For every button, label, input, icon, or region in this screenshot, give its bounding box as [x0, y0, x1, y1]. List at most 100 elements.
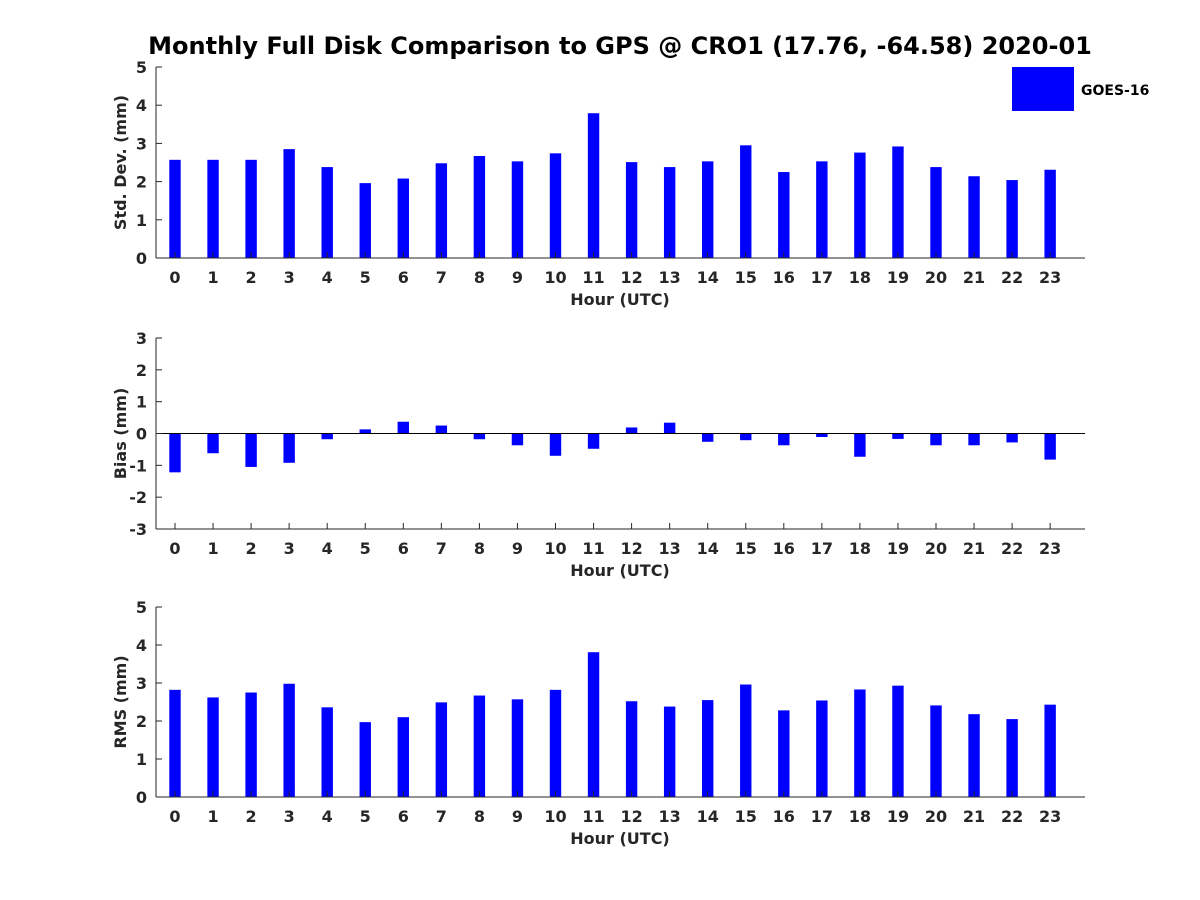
y-tick-label: 3 — [136, 134, 147, 153]
y-axis-label: Bias (mm) — [111, 388, 130, 480]
bar-hour-7 — [435, 702, 448, 797]
x-tick-label: 17 — [811, 539, 833, 558]
x-tick-label: 22 — [1001, 807, 1023, 826]
x-tick-label: 1 — [207, 807, 218, 826]
x-tick-label: 16 — [773, 539, 795, 558]
x-tick-label: 11 — [582, 268, 604, 287]
bar-hour-14 — [702, 161, 714, 258]
bar-hour-2 — [245, 159, 257, 258]
x-tick-label: 1 — [207, 539, 218, 558]
x-tick-label: 2 — [246, 268, 257, 287]
bar-hour-2 — [245, 692, 257, 797]
y-tick-label: 4 — [136, 636, 147, 655]
bar-hour-15 — [740, 145, 752, 258]
bar-hour-19 — [892, 146, 904, 258]
x-tick-label: 11 — [582, 539, 604, 558]
bar-hour-21 — [968, 714, 980, 797]
x-tick-label: 20 — [925, 268, 947, 287]
x-tick-label: 3 — [284, 268, 295, 287]
legend-label: GOES-16 — [1081, 83, 1149, 99]
bar-hour-18 — [854, 152, 866, 258]
bar-hour-13 — [663, 422, 676, 434]
x-tick-label: 5 — [360, 807, 371, 826]
bar-hour-4 — [321, 707, 333, 797]
bar-hour-8 — [473, 156, 486, 258]
bar-hour-12 — [625, 427, 638, 434]
bar-hour-8 — [473, 433, 486, 440]
bar-hour-13 — [663, 167, 676, 258]
x-tick-label: 6 — [398, 268, 409, 287]
bar-hour-1 — [207, 433, 219, 454]
y-tick-label: -1 — [129, 456, 147, 475]
x-tick-label: 21 — [963, 539, 985, 558]
x-tick-label: 1 — [207, 268, 218, 287]
y-tick-label: 5 — [136, 598, 147, 617]
x-tick-label: 22 — [1001, 268, 1023, 287]
x-tick-label: 21 — [963, 807, 985, 826]
y-tick-label: 2 — [136, 712, 147, 731]
bar-hour-6 — [397, 178, 409, 258]
bar-hour-17 — [816, 433, 828, 438]
legend-swatch — [1012, 67, 1074, 111]
bar-hour-15 — [740, 684, 752, 797]
x-tick-label: 10 — [544, 268, 566, 287]
bar-hour-0 — [169, 159, 181, 258]
x-axis-label: Hour (UTC) — [570, 829, 670, 848]
x-tick-label: 15 — [735, 807, 757, 826]
x-tick-label: 12 — [620, 807, 642, 826]
bar-hour-21 — [968, 433, 980, 446]
bar-hour-6 — [397, 717, 409, 797]
x-tick-label: 4 — [322, 807, 333, 826]
bar-hour-3 — [283, 433, 295, 463]
bar-hour-20 — [930, 705, 942, 797]
x-tick-label: 22 — [1001, 539, 1023, 558]
bar-hour-9 — [511, 433, 524, 446]
x-tick-label: 17 — [811, 807, 833, 826]
x-tick-label: 8 — [474, 539, 485, 558]
y-tick-label: 0 — [136, 788, 147, 807]
x-tick-label: 17 — [811, 268, 833, 287]
x-tick-label: 19 — [887, 807, 909, 826]
bar-hour-19 — [892, 685, 904, 797]
x-tick-label: 14 — [697, 268, 719, 287]
bar-hour-19 — [892, 433, 904, 439]
bar-hour-22 — [1006, 180, 1018, 258]
bar-hour-23 — [1044, 704, 1056, 797]
x-tick-label: 8 — [474, 807, 485, 826]
bar-hour-4 — [321, 167, 333, 258]
x-tick-label: 7 — [436, 268, 447, 287]
bar-hour-5 — [359, 429, 371, 434]
x-tick-label: 7 — [436, 539, 447, 558]
bar-hour-12 — [625, 162, 638, 258]
x-tick-label: 16 — [773, 268, 795, 287]
x-tick-label: 23 — [1039, 807, 1061, 826]
bar-hour-12 — [625, 701, 638, 797]
x-tick-label: 7 — [436, 807, 447, 826]
bar-hour-10 — [549, 689, 562, 797]
y-tick-label: 4 — [136, 96, 147, 115]
x-tick-label: 5 — [360, 539, 371, 558]
x-tick-label: 13 — [659, 539, 681, 558]
bar-hour-0 — [169, 689, 181, 797]
bar-hour-20 — [930, 433, 942, 446]
x-tick-label: 23 — [1039, 539, 1061, 558]
x-tick-label: 15 — [735, 539, 757, 558]
x-tick-label: 6 — [398, 807, 409, 826]
x-tick-label: 14 — [697, 539, 719, 558]
bar-hour-14 — [702, 433, 714, 442]
bar-hour-16 — [778, 433, 790, 446]
bar-hour-8 — [473, 695, 486, 797]
x-tick-label: 11 — [582, 807, 604, 826]
bar-hour-0 — [169, 433, 181, 473]
bar-hour-5 — [359, 183, 371, 258]
bar-hour-2 — [245, 433, 257, 467]
y-axis-label: RMS (mm) — [111, 655, 130, 748]
x-tick-label: 23 — [1039, 268, 1061, 287]
bar-hour-16 — [778, 172, 790, 258]
bar-hour-21 — [968, 176, 980, 258]
x-tick-label: 6 — [398, 539, 409, 558]
x-tick-label: 15 — [735, 268, 757, 287]
